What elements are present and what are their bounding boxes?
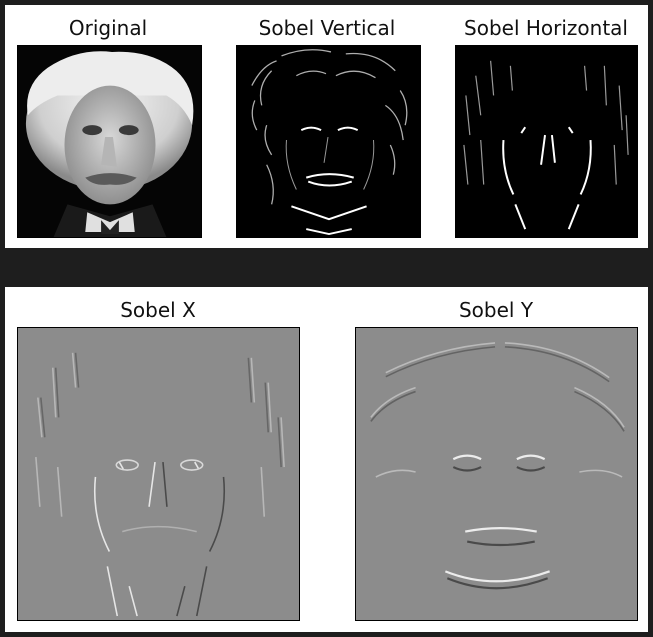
sobel-vertical-image — [236, 45, 421, 238]
panel-title-sobel-horizontal: Sobel Horizontal — [464, 16, 628, 40]
panel-title-sobel-x: Sobel X — [120, 298, 196, 322]
figure-top: Original Sobel Vertical Sobel Horizontal — [5, 5, 648, 248]
panel-title-sobel-vertical: Sobel Vertical — [258, 16, 396, 40]
panel-title-sobel-y: Sobel Y — [458, 298, 534, 322]
sobel-x-image — [17, 327, 300, 621]
original-image — [17, 45, 202, 238]
panel-title-original: Original — [68, 16, 148, 40]
sobel-y-image — [355, 327, 638, 621]
figure-bottom: Sobel X Sobel Y — [5, 287, 648, 632]
sobel-horizontal-image — [455, 45, 638, 238]
